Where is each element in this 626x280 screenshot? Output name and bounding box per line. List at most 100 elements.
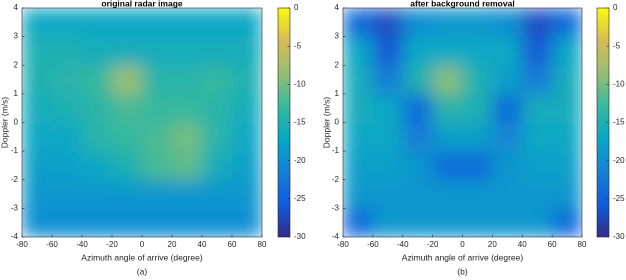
y-tick-label: 0 <box>335 118 340 127</box>
heat-cell <box>112 122 143 152</box>
x-tick-label: 60 <box>548 240 557 249</box>
heatmap-cells <box>22 8 262 237</box>
heat-cell <box>343 208 374 237</box>
x-tick-label: -20 <box>106 240 118 249</box>
heat-cell <box>232 122 262 152</box>
heat-cell <box>52 179 83 209</box>
heat-cell <box>432 8 463 38</box>
x-tick-label: 80 <box>578 240 587 249</box>
y-tick-label: 3 <box>335 32 340 41</box>
heat-cell <box>402 151 434 181</box>
colorbar-tick-label: -10 <box>613 79 625 88</box>
heat-cell <box>232 179 262 209</box>
heat-cell <box>492 36 523 66</box>
x-tick-label: -40 <box>397 240 409 249</box>
heat-cell <box>232 151 262 181</box>
heat-cell <box>552 93 582 123</box>
colorbar-tick-label: 0 <box>613 3 618 12</box>
heat-cell <box>142 36 173 66</box>
x-tick-label: -60 <box>46 240 58 249</box>
colorbar-tick-label: -5 <box>613 41 621 50</box>
heat-cell <box>112 179 143 209</box>
x-axis-label: Azimuth angle of arrive (degree) <box>402 252 524 262</box>
y-tick-label: -1 <box>332 146 340 155</box>
colorbar-tick-label: -15 <box>294 118 306 127</box>
colorbar-tick-label: -25 <box>613 194 625 203</box>
heat-cell <box>172 122 203 152</box>
colorbar-tick-label: 0 <box>294 3 299 12</box>
heat-cell <box>402 65 434 95</box>
heat-cell <box>372 151 404 181</box>
x-tick-label: 20 <box>488 240 497 249</box>
x-tick-label: 20 <box>168 240 177 249</box>
heat-cell <box>82 36 113 66</box>
y-tick-label: 2 <box>14 60 19 69</box>
heat-cell <box>142 179 173 209</box>
heat-cell <box>492 65 523 95</box>
heat-cell <box>172 208 203 237</box>
heat-cell <box>552 65 582 95</box>
heat-cell <box>172 179 203 209</box>
heat-cell <box>172 65 203 95</box>
heat-cell <box>52 65 83 95</box>
heat-cell <box>552 122 582 152</box>
colorbar-tick-label: -20 <box>613 156 625 165</box>
heat-cell <box>432 151 463 181</box>
x-tick-label: 60 <box>228 240 237 249</box>
heat-cell <box>52 122 83 152</box>
heat-cell <box>432 36 463 66</box>
heat-cell <box>432 65 463 95</box>
chart-title: after background removal <box>410 0 514 8</box>
heat-cell <box>372 8 404 38</box>
heat-cell <box>202 93 233 123</box>
heat-cell <box>522 93 553 123</box>
heat-cell <box>112 65 143 95</box>
heat-cell <box>232 36 262 66</box>
heatmap <box>22 8 262 237</box>
heat-cell <box>522 151 553 181</box>
heat-cell <box>52 93 83 123</box>
colorbar-tick-label: -25 <box>294 194 306 203</box>
heat-cell <box>462 36 493 66</box>
x-axis-label: Azimuth angle of arrive (degree) <box>81 252 203 262</box>
heat-cell <box>172 93 203 123</box>
heat-cell <box>202 151 233 181</box>
heat-cell <box>402 36 434 66</box>
heat-cell <box>172 8 203 38</box>
colorbar-tick-label: -5 <box>294 41 302 50</box>
y-tick-label: 4 <box>335 3 340 12</box>
y-tick-label: 3 <box>14 32 19 41</box>
heat-cell <box>343 151 374 181</box>
y-tick-label: -2 <box>332 175 340 184</box>
heat-cell <box>402 122 434 152</box>
heat-cell <box>402 93 434 123</box>
y-tick-label: 2 <box>335 60 340 69</box>
y-tick-label: 0 <box>14 118 19 127</box>
heat-cell <box>552 179 582 209</box>
y-axis-label: Doppler (m/s) <box>321 97 331 149</box>
heat-cell <box>492 151 523 181</box>
heat-cell <box>522 36 553 66</box>
y-tick-label: -3 <box>11 203 19 212</box>
caption: (b) <box>457 266 468 276</box>
heat-cell <box>82 151 113 181</box>
y-tick-label: -4 <box>11 232 19 241</box>
heat-cell <box>82 93 113 123</box>
heat-cell <box>232 208 262 237</box>
heat-cell <box>52 151 83 181</box>
heat-cell <box>462 8 493 38</box>
y-tick-label: 4 <box>14 3 19 12</box>
heat-cell <box>522 8 553 38</box>
heat-cell <box>22 122 53 152</box>
heat-cell <box>82 179 113 209</box>
heat-cell <box>343 122 374 152</box>
heat-cell <box>52 8 83 38</box>
caption: (a) <box>137 266 148 276</box>
heat-cell <box>522 179 553 209</box>
heat-cell <box>343 8 374 38</box>
heat-cell <box>552 8 582 38</box>
heat-cell <box>202 122 233 152</box>
heat-cell <box>462 179 493 209</box>
x-tick-label: -40 <box>76 240 88 249</box>
